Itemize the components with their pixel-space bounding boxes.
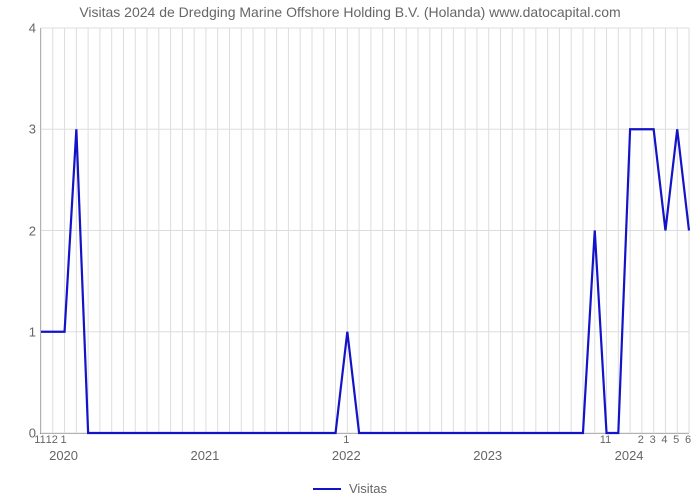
x-minor-tick-label: 5 (673, 434, 679, 446)
x-minor-tick-label: 11 (600, 434, 611, 446)
x-minor-tick-label: 12 (46, 434, 58, 446)
y-tick-label: 0 (6, 426, 36, 441)
visits-line-chart: Visitas 2024 de Dredging Marine Offshore… (0, 0, 700, 500)
y-tick-label: 1 (6, 324, 36, 339)
x-minor-tick-label: 1 (343, 434, 349, 446)
x-major-tick-label: 2023 (473, 448, 502, 463)
legend-swatch (313, 488, 341, 490)
x-major-tick-label: 2021 (190, 448, 219, 463)
x-minor-tick-label: 3 (650, 434, 656, 446)
x-minor-tick-label: 1 (61, 434, 67, 446)
x-minor-tick-label: 11 (34, 434, 45, 446)
series-path (41, 129, 689, 433)
x-minor-tick-label: 4 (661, 434, 667, 446)
y-tick-label: 2 (6, 223, 36, 238)
series-visitas (41, 129, 689, 433)
legend: Visitas (0, 480, 700, 496)
chart-svg (41, 28, 689, 433)
x-major-tick-label: 2020 (49, 448, 78, 463)
x-minor-tick-label: 6 (685, 434, 691, 446)
y-tick-label: 4 (6, 21, 36, 36)
x-major-tick-label: 2022 (332, 448, 361, 463)
plot-area (40, 28, 689, 434)
x-minor-tick-label: 2 (638, 434, 644, 446)
legend-label: Visitas (349, 481, 387, 496)
chart-title: Visitas 2024 de Dredging Marine Offshore… (0, 4, 700, 20)
y-tick-label: 3 (6, 122, 36, 137)
x-major-tick-label: 2024 (615, 448, 644, 463)
grid-horizontal (41, 28, 689, 433)
